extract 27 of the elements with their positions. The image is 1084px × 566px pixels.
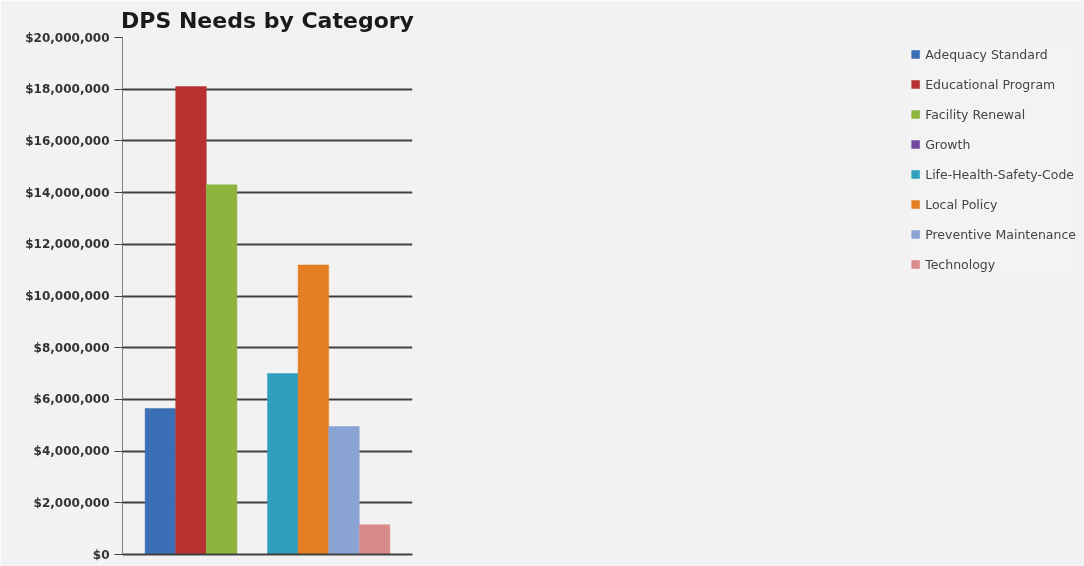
bar <box>328 426 360 555</box>
legend-label: Educational Program <box>925 75 1056 93</box>
y-tick-label: $14,000,000 <box>25 185 110 200</box>
bar <box>267 373 299 555</box>
y-tick-label: $0 <box>92 547 110 562</box>
legend-label: Technology <box>925 255 996 273</box>
y-tick-label: $16,000,000 <box>25 133 110 148</box>
legend-label: Facility Renewal <box>925 105 1026 123</box>
legend-label: Life-Health-Safety-Code <box>925 165 1075 183</box>
legend-label: Local Policy <box>925 195 998 213</box>
bar <box>359 524 391 555</box>
y-tick-label: $12,000,000 <box>25 237 110 252</box>
y-tick-label: $4,000,000 <box>33 444 110 459</box>
bar <box>206 184 238 555</box>
bar <box>144 408 176 555</box>
y-tick-label: $18,000,000 <box>25 82 110 97</box>
legend-label: Adequacy Standard <box>925 45 1048 63</box>
bar <box>175 86 207 555</box>
y-tick-label: $8,000,000 <box>33 340 110 355</box>
y-tick-label: $10,000,000 <box>25 289 110 303</box>
y-tick-label: $20,000,000 <box>25 30 110 45</box>
bar <box>297 264 329 555</box>
y-tick-label: $6,000,000 <box>33 392 110 407</box>
y-tick-label: $2,000,000 <box>33 495 110 510</box>
chart-title: DPS Needs by Category <box>121 7 414 33</box>
legend-label: Growth <box>925 135 971 153</box>
legend-label: Preventive Maintenance <box>925 225 1076 243</box>
